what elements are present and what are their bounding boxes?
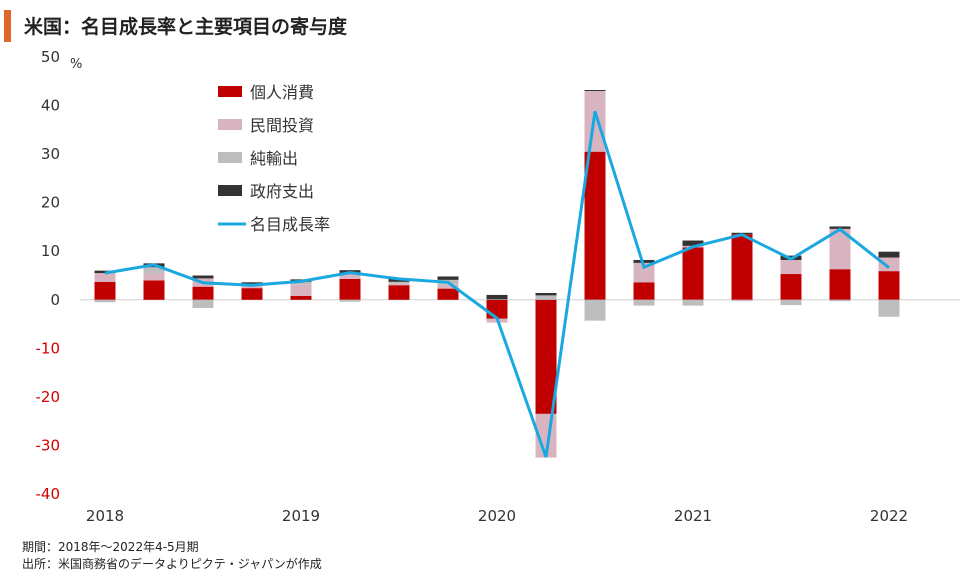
legend-label-government: 政府支出 [250,182,314,201]
bar-investment [731,299,753,301]
x-tick-label: 2021 [674,507,712,525]
bar-investment [878,257,900,272]
legend-label-consumption: 個人消費 [250,83,314,102]
bar-net_exports [584,299,606,321]
x-tick-label: 2018 [86,507,124,525]
bar-investment [143,273,165,281]
bar-consumption [780,274,802,300]
bar-net_exports [192,299,214,309]
x-tick-label: 2022 [870,507,908,525]
bar-consumption [633,282,655,300]
bar-consumption [94,281,116,300]
bar-consumption [339,278,361,300]
y-tick-label: 50 [41,48,60,66]
legend-swatch-investment [218,119,242,130]
bars-group [94,90,900,458]
legend-label-line: 名目成長率 [250,215,330,234]
bar-government [584,90,606,91]
y-tick-label: 20 [41,194,60,212]
y-tick-label: -20 [36,388,61,406]
bar-consumption [437,288,459,300]
bar-consumption [878,271,900,300]
title-accent-bar [4,10,11,42]
bar-government [633,259,655,263]
bar-net_exports [388,281,410,284]
x-axis-ticks: 2018 2019 2020 2021 2022 [86,507,908,525]
footnote-source: 出所：米国商務省のデータよりピクテ・ジャパンが作成 [22,557,322,571]
bar-investment [94,273,116,282]
bar-net_exports [143,267,165,274]
y-tick-label: 0 [50,291,60,309]
bar-consumption [192,286,214,300]
bar-consumption [584,151,606,300]
bar-net_exports [829,299,851,302]
bar-government [878,251,900,258]
footnote-period: 期間：2018年～2022年4-5月期 [22,540,199,554]
bar-net_exports [633,299,655,306]
bar-investment [780,259,802,275]
bar-net_exports [290,281,312,285]
bar-consumption [829,269,851,300]
bar-net_exports [535,295,557,300]
bar-investment [633,262,655,283]
bar-government [241,282,263,285]
y-tick-label: -30 [36,436,61,454]
bar-government [486,294,508,300]
chart-title: 米国：名目成長率と主要項目の寄与度 [24,16,348,38]
series-line-nominal-growth [104,110,890,458]
legend-label-net_exports: 純輸出 [250,149,298,168]
bar-net_exports [94,299,116,303]
bar-net_exports [878,299,900,317]
y-tick-label: 30 [41,145,60,163]
bar-investment [437,284,459,289]
bar-consumption [290,295,312,300]
bar-net_exports [780,299,802,306]
bar-government [535,292,557,296]
legend-swatch-consumption [218,86,242,97]
bar-consumption [731,234,753,300]
bar-investment [290,284,312,296]
bar-investment [241,285,263,289]
bar-net_exports [682,299,704,306]
bar-consumption [535,299,557,414]
bar-consumption [388,285,410,300]
legend-swatch-net_exports [218,152,242,163]
bar-government [437,276,459,280]
bar-consumption [486,299,508,319]
bar-consumption [682,247,704,300]
x-tick-label: 2020 [478,507,516,525]
x-tick-label: 2019 [282,507,320,525]
y-tick-label: 40 [41,97,60,115]
y-tick-label: 10 [41,242,60,260]
bar-investment [339,274,361,279]
bar-consumption [143,280,165,300]
bar-government [682,240,704,246]
bar-investment [388,283,410,286]
bar-government [192,275,214,279]
bar-net_exports [339,299,361,302]
legend-label-investment: 民間投資 [250,116,314,135]
y-tick-label: -40 [36,485,61,503]
bar-investment [829,228,851,270]
unit-label: % [70,57,82,72]
legend-swatch-government [218,185,242,196]
y-tick-label: -10 [36,339,61,357]
bar-consumption [241,288,263,300]
y-axis-ticks: 50 40 30 20 10 0 -10 -20 -30 -40 [36,48,61,503]
